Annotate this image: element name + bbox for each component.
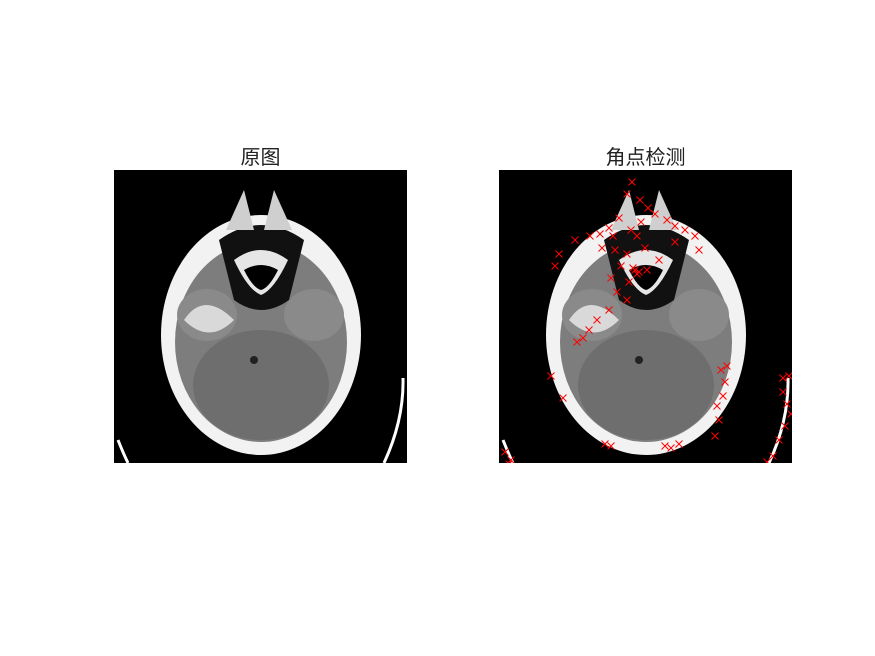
corner-marker (607, 274, 615, 282)
right-title: 角点检测 (605, 145, 686, 169)
corner-marker (547, 372, 555, 380)
corner-marker (763, 458, 771, 463)
corner-marker (681, 226, 689, 234)
original-ct-image (114, 170, 407, 463)
corner-marker (586, 232, 594, 240)
corner-marker (601, 440, 609, 448)
corner-marker (573, 338, 581, 346)
corner-marker (695, 246, 703, 254)
corner-marker (637, 218, 645, 226)
left-title: 原图 (240, 145, 281, 169)
corner-marker (675, 440, 683, 448)
corner-marker (769, 452, 777, 460)
corner-marker (579, 334, 587, 342)
corner-marker (721, 378, 729, 386)
corner-marker (636, 196, 644, 204)
corner-marker (505, 460, 513, 463)
corner-marker (625, 278, 633, 286)
corner-marker (717, 366, 725, 374)
corner-marker (663, 216, 671, 224)
corner-marker (623, 296, 631, 304)
corner-marker (781, 422, 789, 430)
corner-marker (585, 326, 593, 334)
corner-marker (779, 374, 787, 382)
corner-marker (719, 392, 727, 400)
corner-marker (613, 288, 621, 296)
corner-marker (501, 448, 509, 456)
corner-marker (651, 210, 659, 218)
corner-marker (779, 388, 787, 396)
corner-marker (713, 402, 721, 410)
corner-marker (644, 204, 652, 212)
corner-marker (671, 222, 679, 230)
corner-marker (593, 316, 601, 324)
corner-markers (501, 178, 792, 463)
corner-marker (667, 444, 675, 452)
corner-marker (641, 244, 649, 252)
corner-marker (715, 416, 723, 424)
corner-marker (623, 190, 631, 198)
corner-marker (555, 250, 563, 258)
corner-marker (633, 270, 641, 278)
ct-scan-corners-graphic (501, 178, 792, 463)
corner-marker (507, 456, 515, 463)
corner-marker (631, 266, 639, 274)
corner-marker (627, 226, 635, 234)
corner-detection-image (499, 170, 792, 463)
corner-marker (623, 250, 631, 258)
corner-marker (785, 372, 792, 380)
corner-marker (605, 306, 613, 314)
corner-marker (628, 178, 636, 186)
corner-marker (607, 442, 615, 450)
corner-marker (598, 244, 606, 252)
corner-marker (611, 246, 619, 254)
corner-marker (783, 400, 791, 408)
ct-scan-graphic (116, 190, 405, 463)
corner-marker (633, 232, 641, 240)
corner-marker (609, 232, 617, 240)
corner-marker (787, 410, 792, 418)
corner-marker (615, 214, 623, 222)
corner-marker (571, 236, 579, 244)
corner-marker (775, 436, 783, 444)
corner-marker (711, 432, 719, 440)
corner-marker (605, 224, 613, 232)
corner-marker (551, 262, 559, 270)
corner-marker (559, 394, 567, 402)
corner-marker (596, 230, 604, 238)
corner-marker (617, 262, 625, 270)
corner-marker (643, 266, 651, 274)
corner-marker (655, 256, 663, 264)
corner-marker (723, 362, 731, 370)
corner-marker (671, 238, 679, 246)
corner-marker (661, 442, 669, 450)
corner-marker (691, 232, 699, 240)
